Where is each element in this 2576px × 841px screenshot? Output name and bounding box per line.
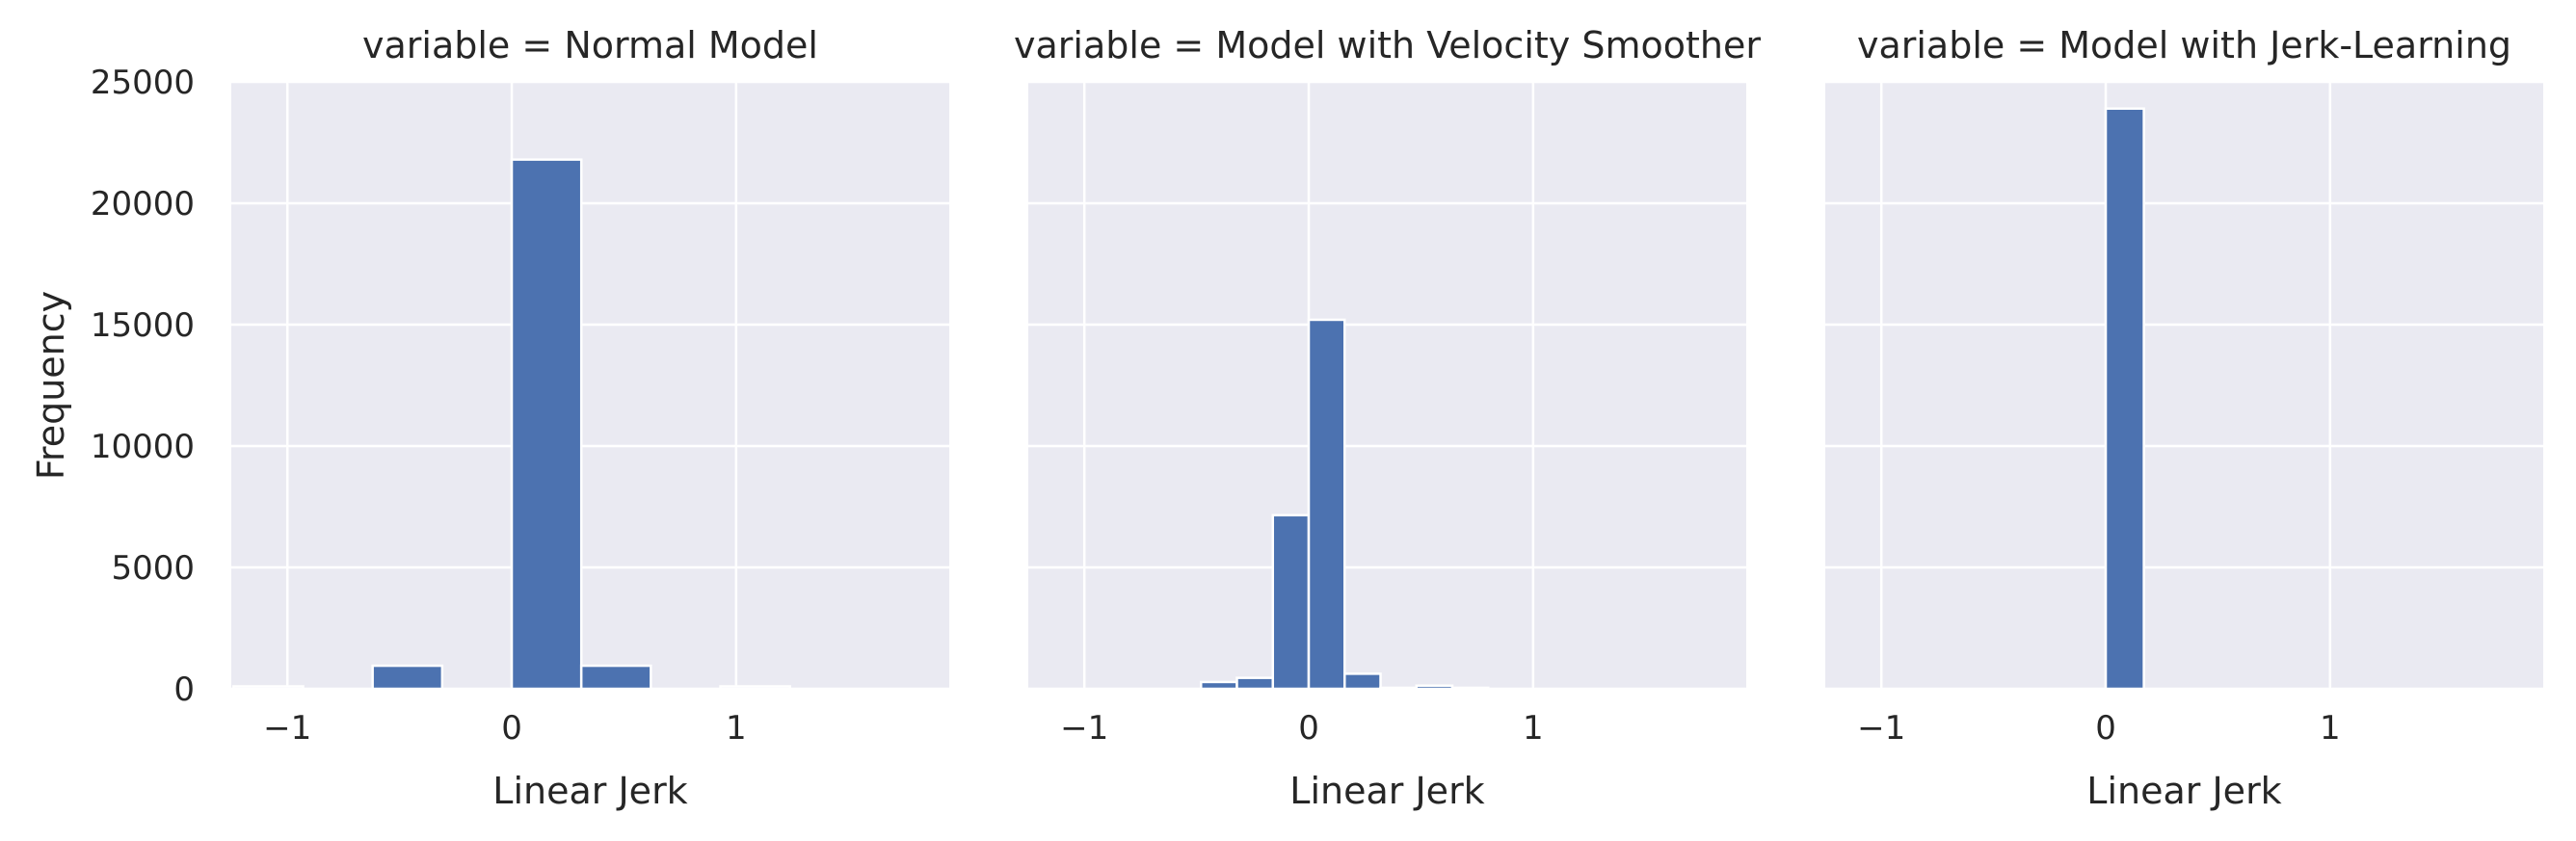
histogram-bar [1235,676,1275,691]
x-tick-label: 1 [2320,709,2341,748]
y-tick-label: 5000 [111,549,195,588]
histogram-bar [232,685,305,691]
histogram-bar [1343,672,1382,691]
x-axis-label: Linear Jerk [492,770,687,812]
x-axis-label: Linear Jerk [1289,770,1484,812]
histogram-bar [2104,107,2145,691]
panel-title: variable = Model with Jerk-Learning [1857,24,2511,66]
histogram-bar [1379,686,1419,691]
x-tick-label: 1 [726,709,747,748]
histogram-bar [1450,686,1490,691]
plot-background [1825,82,2543,689]
y-tick-label: 25000 [91,64,195,102]
plot-background [231,82,949,689]
y-tick-label: 0 [173,670,195,709]
x-tick-label: 1 [1523,709,1544,748]
histogram-bar [579,664,652,691]
x-tick-label: −1 [1857,709,1905,748]
histogram-bar [1200,680,1238,691]
histogram-bar [1307,318,1346,691]
histogram-bar [1415,684,1454,691]
panel-title: variable = Normal Model [362,24,818,66]
x-axis-label: Linear Jerk [2086,770,2281,812]
y-axis-label: Frequency [30,291,72,480]
panel-title: variable = Model with Velocity Smoother [1014,24,1761,66]
histogram-bar [719,685,791,691]
panel-3: variable = Model with Jerk-Learning −1 0 1L… [1825,24,2543,812]
x-tick-label: −1 [1060,709,1108,748]
x-tick-label: −1 [263,709,311,748]
plot-background [1028,82,1746,689]
x-tick-label: 0 [1298,709,1319,748]
histogram-bar [510,158,583,691]
histogram-bar [1271,513,1311,691]
x-tick-label: 0 [501,709,522,748]
y-tick-label: 10000 [91,428,195,466]
panel-2: variable = Model with Velocity Smoother −… [1014,24,1761,812]
x-tick-label: 0 [2095,709,2116,748]
y-tick-label: 15000 [91,306,195,345]
histogram-bar [371,664,444,691]
panel-1: variable = Normal Model −1 0 1 0 5000 10000 150… [30,24,949,812]
y-tick-label: 20000 [91,185,195,223]
